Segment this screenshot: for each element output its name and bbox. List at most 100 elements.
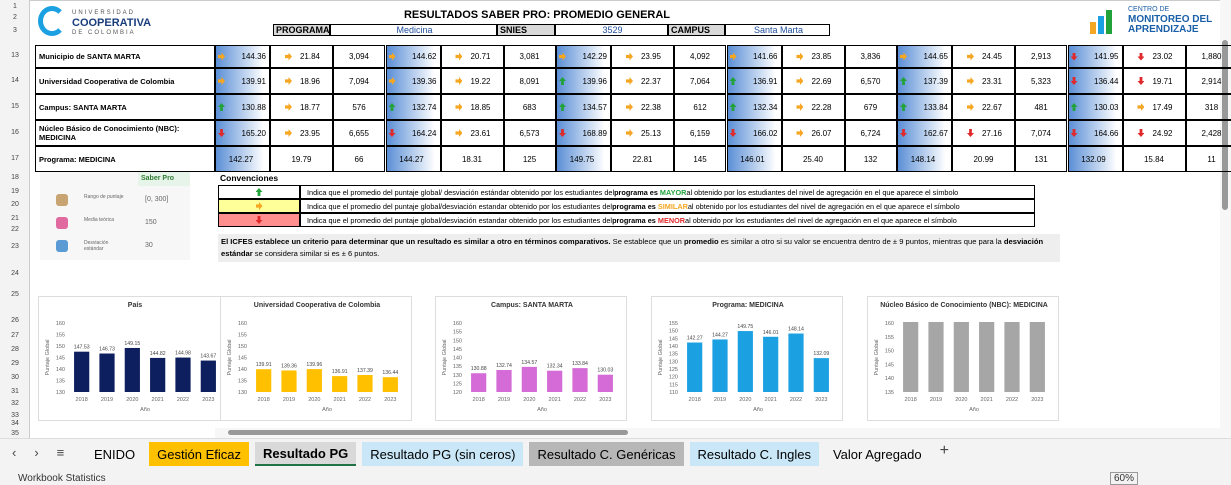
y-tick-label: 135 xyxy=(669,352,678,358)
x-tick-label: 2018 xyxy=(258,397,270,403)
icon xyxy=(1137,129,1145,137)
mean-cell: 133.84 xyxy=(897,94,952,120)
sd-cell: 22.67 xyxy=(952,94,1015,120)
y-tick-label: 135 xyxy=(238,379,247,385)
status-bar xyxy=(0,469,1231,485)
mean-cell: 132.34 xyxy=(726,94,782,120)
sd-cell: 19.22 xyxy=(440,68,504,94)
x-tick-label: 2022 xyxy=(177,397,189,403)
mean-cell: 136.91 xyxy=(726,68,782,94)
sd-value: 22.28 xyxy=(811,102,832,112)
chart: Universidad Cooperativa de Colombia 130 13… xyxy=(220,296,412,421)
n-cell: 125 xyxy=(503,146,556,172)
header-cell: CAMPUS xyxy=(668,24,725,36)
y-tick-label: 150 xyxy=(238,344,247,350)
mean-cell: 144.62 xyxy=(385,45,441,68)
y-tick-label: 160 xyxy=(885,321,894,327)
mean-value: 139.91 xyxy=(241,76,266,86)
sd-value: 27.16 xyxy=(981,128,1003,138)
sd-cell: 22.37 xyxy=(611,68,674,94)
y-tick-label: 155 xyxy=(453,330,462,336)
bar xyxy=(687,342,703,392)
sheet-tab[interactable]: Valor Agregado xyxy=(824,442,930,466)
sheet-tab[interactable]: Resultado PG (sin ceros) xyxy=(362,442,524,466)
sd-value: 20.99 xyxy=(973,154,994,164)
y-tick-label: 130 xyxy=(238,390,247,396)
mean-value: 136.91 xyxy=(753,76,778,86)
note-text: se considera similar si es ± 6 puntos. xyxy=(252,249,380,258)
bars xyxy=(471,366,613,392)
sd-value: 23.02 xyxy=(1152,52,1173,61)
y-tick-label: 130 xyxy=(453,373,462,379)
text: al obtenido por los estudiantes del nive… xyxy=(687,201,960,211)
sd-value: 22.67 xyxy=(981,102,1003,112)
conventions-title: Convenciones xyxy=(220,173,279,183)
y-tick-label: 140 xyxy=(238,367,247,373)
y-tick-label: 125 xyxy=(669,367,678,373)
bar xyxy=(74,351,90,392)
sheet-tab[interactable]: Resultado PG xyxy=(255,442,357,466)
bar xyxy=(256,369,272,392)
sd-value: 18.31 xyxy=(461,154,483,164)
sd-cell: 23.85 xyxy=(781,45,845,68)
value-label: 134.57 xyxy=(521,360,537,366)
n-cell: 131 xyxy=(1015,146,1067,172)
n-cell: 2,914 xyxy=(1185,68,1231,94)
sd-cell: 23.95 xyxy=(270,120,333,146)
x-tick-label: 2019 xyxy=(101,397,113,403)
bar xyxy=(788,333,804,392)
sheet-tab[interactable]: Resultado C. Ingles xyxy=(689,442,819,466)
n-cell: 679 xyxy=(844,94,897,120)
sd-value: 19.22 xyxy=(470,76,491,86)
row-number: 14 xyxy=(11,77,19,84)
convention-text: Indica que el promedio del puntaje globa… xyxy=(300,185,1035,199)
text: programa es xyxy=(614,187,658,197)
bar xyxy=(903,322,919,392)
header-cell: Medicina xyxy=(330,24,497,36)
bar xyxy=(99,353,115,392)
sheet-tab[interactable]: Resultado C. Genéricas xyxy=(529,442,684,466)
icon xyxy=(455,129,463,137)
sd-value: 24.92 xyxy=(1152,128,1173,138)
icon xyxy=(218,103,225,111)
mean-value: 148.14 xyxy=(910,154,936,164)
mean-cell: 162.67 xyxy=(897,120,952,146)
header-cell: SNIES xyxy=(497,24,555,36)
icon xyxy=(900,52,907,61)
mean-cell: 134.57 xyxy=(556,94,611,120)
sd-cell: 26.07 xyxy=(781,120,845,146)
saber-pro-logo: Saber Pro xyxy=(138,172,190,186)
row-number: 2 xyxy=(13,14,17,21)
icon xyxy=(729,129,737,137)
icon xyxy=(796,77,804,85)
sheet-tab[interactable]: ENIDO xyxy=(86,442,144,466)
sd-cell: 22.69 xyxy=(781,68,845,94)
note: El ICFES establece un criterio para dete… xyxy=(218,234,1060,262)
y-tick-label: 160 xyxy=(453,321,462,327)
sd-cell: 18.96 xyxy=(270,68,333,94)
y-tick-label: 145 xyxy=(56,356,65,362)
sd-cell: 27.16 xyxy=(952,120,1015,146)
mean-value: 146.01 xyxy=(740,154,765,164)
sheet-tab[interactable]: Gestión Eficaz xyxy=(149,442,249,466)
n-cell: 7,074 xyxy=(1015,120,1067,146)
n-cell: 132 xyxy=(844,146,897,172)
x-tick-label: 2023 xyxy=(384,397,396,403)
n-cell: 3,836 xyxy=(844,45,897,68)
sd-cell: 25.13 xyxy=(611,120,674,146)
y-tick-label: 135 xyxy=(56,379,65,385)
mean-value: 164.24 xyxy=(412,128,437,138)
note-text: Se establece que un xyxy=(610,237,684,246)
icon xyxy=(284,77,292,85)
x-tick-label: 2022 xyxy=(790,397,802,403)
mean-cell: 165.20 xyxy=(215,120,270,146)
mean-value: 130.88 xyxy=(241,102,266,112)
icon xyxy=(218,77,225,85)
sd-value: 22.81 xyxy=(632,154,653,164)
mean-value: 137.39 xyxy=(923,76,948,86)
row-number: 24 xyxy=(11,270,19,277)
chart-title: Campus: SANTA MARTA xyxy=(491,302,573,309)
scale-label: Desviación estándar xyxy=(84,240,109,252)
value-label: 144.27 xyxy=(712,332,728,338)
scale-icon xyxy=(56,240,68,252)
